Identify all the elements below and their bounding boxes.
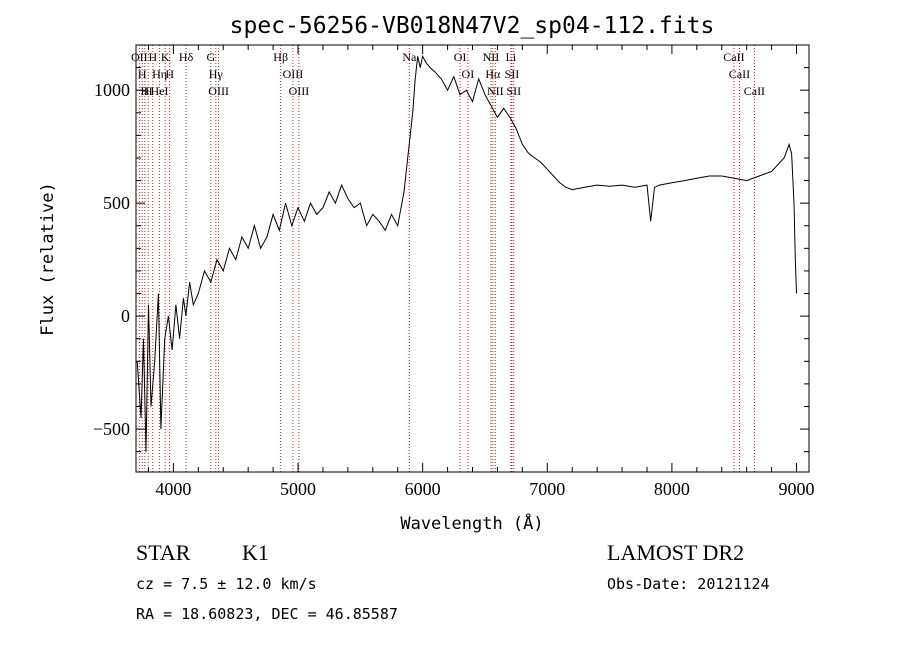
spectral-line-label: OI xyxy=(454,50,467,64)
line-markers xyxy=(138,45,755,472)
spectral-line-label: H xyxy=(141,84,150,98)
spectral-line-label: K xyxy=(161,50,170,64)
spectral-line-label: H xyxy=(144,84,153,98)
spectral-line-label: Hη xyxy=(152,67,167,81)
x-axis: 4000 5000 6000 7000 8000 9000 xyxy=(147,45,815,499)
spectral-line-label: OIII xyxy=(283,67,304,81)
y-tick-label: 500 xyxy=(103,193,130,213)
survey-name: LAMOST DR2 xyxy=(607,540,744,565)
x-tick-label: 9000 xyxy=(779,479,815,499)
y-axis: −500 0 500 1000 xyxy=(93,44,809,453)
x-tick-label: 7000 xyxy=(529,479,565,499)
y-tick-label: 1000 xyxy=(94,80,130,100)
spectral-line-label: Li xyxy=(506,50,517,64)
spectral-line-label: OIII xyxy=(289,84,310,98)
coordinates: RA = 18.60823, DEC = 46.85587 xyxy=(136,605,398,623)
object-subclass: K1 xyxy=(242,540,269,565)
plot-frame xyxy=(135,44,810,473)
spectral-line-label: CaII xyxy=(729,67,750,81)
x-tick-label: 4000 xyxy=(155,479,191,499)
chart-title: spec-56256-VB018N47V2_sp04-112.fits xyxy=(230,13,715,39)
spectral-line-label: Hγ xyxy=(209,67,224,81)
y-axis-label: Flux (relative) xyxy=(38,182,58,336)
spectral-line-label: NII xyxy=(487,84,504,98)
spectral-line-label: Hα xyxy=(485,67,501,81)
spectral-line-label: H xyxy=(148,50,157,64)
spectral-line-label: H xyxy=(138,67,147,81)
spectral-line-label: HeI xyxy=(151,84,169,98)
spectral-line-label: G xyxy=(206,50,215,64)
x-tick-label: 8000 xyxy=(654,479,690,499)
spectral-line-label: CaII xyxy=(723,50,744,64)
spectral-line-label: OI xyxy=(462,67,475,81)
spectral-line-label: SII xyxy=(506,84,521,98)
spectral-line-label: OIII xyxy=(208,84,229,98)
y-tick-label: 0 xyxy=(121,306,130,326)
object-class: STAR xyxy=(136,540,191,565)
x-tick-label: 5000 xyxy=(280,479,316,499)
spectral-line-label: CaII xyxy=(744,84,765,98)
obs-date: Obs-Date: 20121124 xyxy=(607,575,770,593)
spectral-line-label: Na xyxy=(402,50,417,64)
spectrum-series-line xyxy=(136,54,797,452)
spectral-line-label: Hδ xyxy=(179,50,194,64)
spectral-line-label: SII xyxy=(505,67,520,81)
x-axis-label: Wavelength (Å) xyxy=(400,512,543,534)
spectral-line-label: Hβ xyxy=(273,50,288,64)
spectral-line-label: NII xyxy=(483,50,500,64)
redshift-info: cz = 7.5 ± 12.0 km/s xyxy=(136,575,317,593)
x-tick-label: 6000 xyxy=(405,479,441,499)
spectral-line-label: OII xyxy=(131,50,148,64)
spectral-line-label: H xyxy=(165,67,174,81)
y-tick-label: −500 xyxy=(93,419,130,439)
